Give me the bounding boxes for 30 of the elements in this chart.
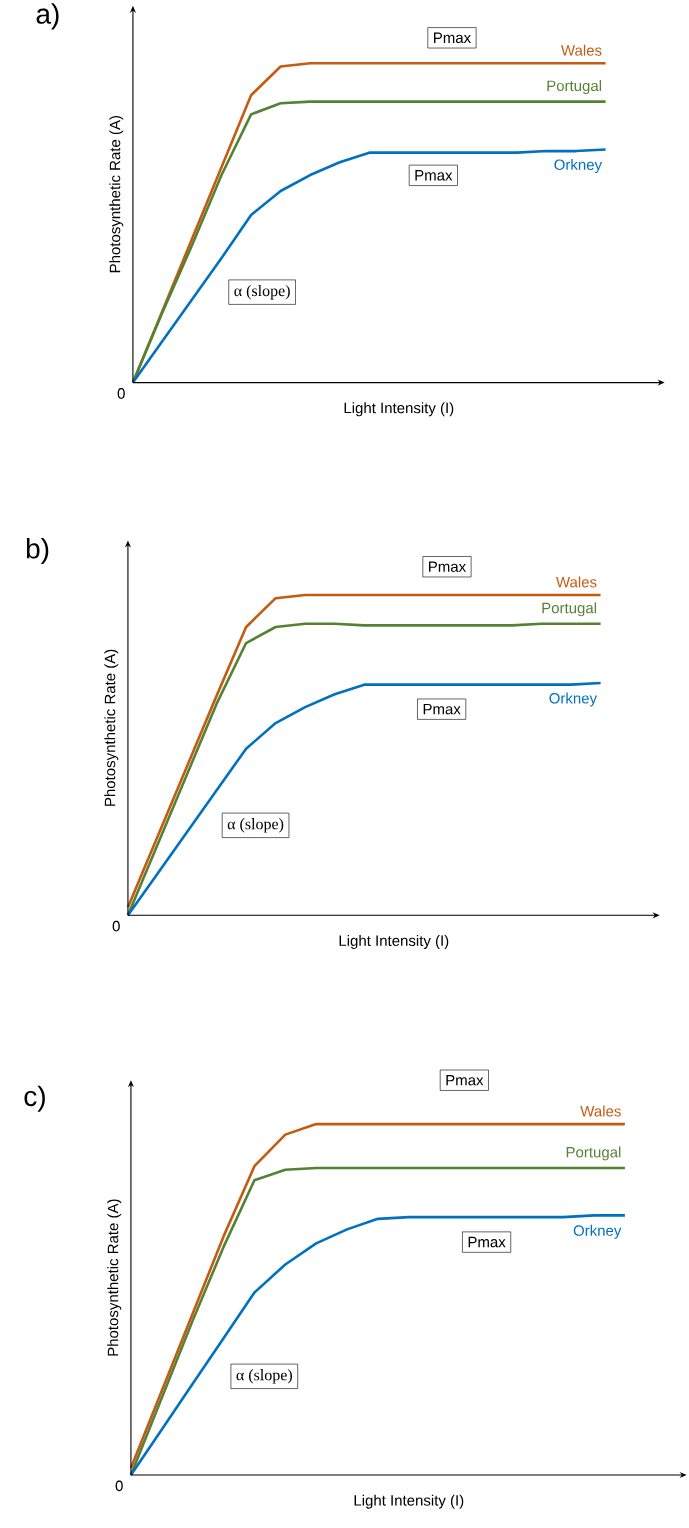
x-axis-title: Light Intensity (I) xyxy=(354,1494,464,1509)
series-label: Portugal xyxy=(566,1146,621,1161)
y-axis-title: Photosynthetic Rate (A) xyxy=(104,649,119,806)
annotation: α (slope) xyxy=(227,818,284,833)
series-label: Wales xyxy=(580,1105,621,1117)
x-axis-title: Light Intensity (I) xyxy=(339,934,449,949)
series-label: Wales xyxy=(561,44,602,56)
text: 0 xyxy=(112,920,120,932)
chart-title: a) xyxy=(36,3,59,30)
chart-title: c) xyxy=(24,1085,46,1112)
y-axis-title: Photosynthetic Rate (A) xyxy=(109,115,124,273)
text: Pmax xyxy=(434,32,472,44)
series-label: Portugal xyxy=(547,80,602,95)
series-label: Portugal xyxy=(542,602,597,617)
annotation: Pmax xyxy=(415,170,453,181)
annotation: Pmax xyxy=(423,703,461,715)
series-label: Orkney xyxy=(549,692,598,707)
y-axis-title: Photosynthetic Rate (A) xyxy=(107,1199,122,1356)
text: 0 xyxy=(117,388,125,399)
annotation: α (slope) xyxy=(236,1369,293,1384)
text: Pmax xyxy=(446,1075,484,1086)
annotation: α (slope) xyxy=(234,284,290,300)
text: 0 xyxy=(115,1480,123,1492)
x-axis-title: Light Intensity (I) xyxy=(344,402,454,417)
series-label: Orkney xyxy=(573,1224,622,1239)
text: Pmax xyxy=(429,561,467,572)
annotation: Pmax xyxy=(468,1236,506,1248)
chart-title: b) xyxy=(27,538,49,565)
series-label: Orkney xyxy=(554,159,603,173)
series-label: Wales xyxy=(556,576,597,588)
